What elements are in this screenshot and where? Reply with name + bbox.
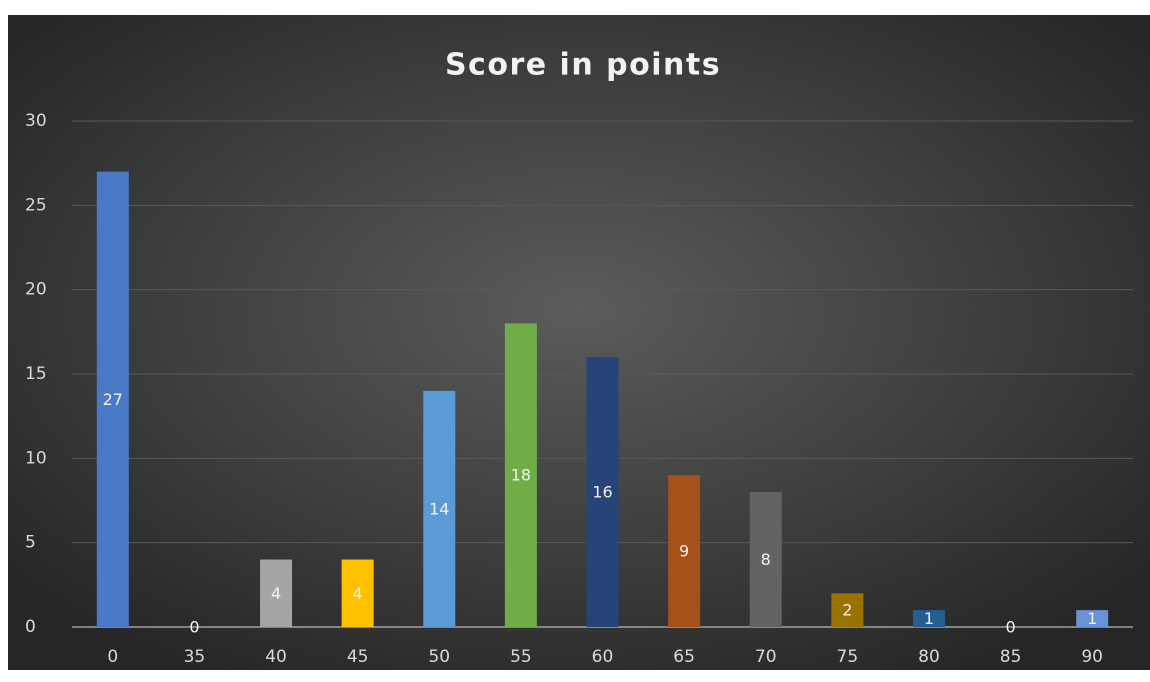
data-label: 1 (924, 609, 934, 628)
bar (423, 390, 456, 627)
bar (668, 475, 701, 627)
bar (912, 610, 945, 627)
bar (586, 357, 619, 627)
chart-title: Score in points (445, 48, 721, 83)
data-label: 1 (1087, 609, 1097, 628)
bar (749, 492, 782, 627)
x-tick-label: 0 (107, 647, 118, 667)
data-label: 16 (592, 483, 612, 502)
data-label: 8 (761, 550, 771, 569)
x-tick-label: 45 (347, 647, 369, 667)
x-tick-label: 65 (673, 647, 695, 667)
x-tick-label: 60 (592, 647, 614, 667)
x-tick-label: 55 (510, 647, 532, 667)
chart-background (8, 15, 1150, 670)
data-label: 18 (511, 466, 531, 485)
data-label: 2 (842, 601, 852, 620)
bar (1076, 610, 1109, 627)
bar (260, 559, 293, 627)
x-tick-label: 85 (1000, 647, 1022, 667)
x-tick-label: 90 (1081, 647, 1103, 667)
x-tick-label: 40 (265, 647, 287, 667)
data-label: 27 (103, 390, 123, 409)
y-tick-label: 15 (25, 364, 47, 384)
data-label: 4 (353, 584, 363, 603)
bar (831, 593, 864, 627)
bar (504, 323, 537, 627)
y-tick-label: 5 (25, 533, 36, 553)
data-label: 0 (1005, 618, 1015, 637)
x-tick-label: 80 (918, 647, 940, 667)
x-tick-label: 50 (428, 647, 450, 667)
y-tick-label: 0 (25, 617, 36, 637)
data-label: 14 (429, 499, 449, 518)
y-tick-label: 30 (25, 111, 47, 131)
bar (341, 559, 374, 627)
y-tick-label: 25 (25, 195, 47, 215)
x-tick-label: 35 (184, 647, 206, 667)
data-label: 9 (679, 542, 689, 561)
x-tick-label: 70 (755, 647, 777, 667)
y-tick-label: 20 (25, 280, 47, 300)
bar (96, 171, 129, 627)
data-label: 0 (189, 618, 199, 637)
data-label: 4 (271, 584, 281, 603)
x-tick-label: 75 (837, 647, 859, 667)
y-tick-label: 10 (25, 448, 47, 468)
